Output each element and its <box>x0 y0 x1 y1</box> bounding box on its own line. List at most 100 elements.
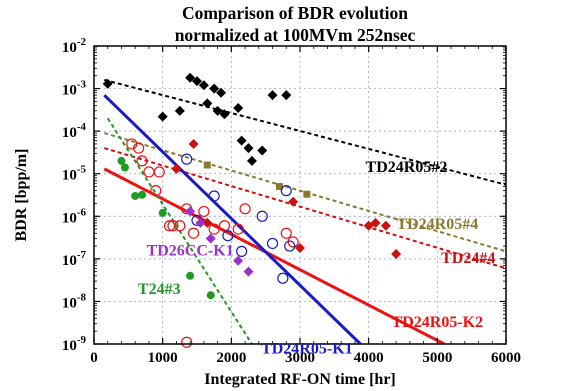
x-tick-label: 3000 <box>285 350 315 366</box>
point-t24-3 <box>158 208 167 217</box>
x-tick-label: 5000 <box>422 350 452 366</box>
point-td24-4 <box>202 217 213 228</box>
point-td24r05-k2 <box>150 185 162 197</box>
point-td24r05-2 <box>281 90 292 101</box>
point-t24-3 <box>120 163 129 172</box>
series-label-td24r05-k1: TD24R05-K1 <box>261 340 353 357</box>
point-td24r05-2 <box>216 87 227 98</box>
x-tick-label: 4000 <box>354 350 384 366</box>
point-td24r05-4 <box>303 190 311 198</box>
point-td24-4 <box>391 249 402 260</box>
point-td24r05-k1 <box>236 245 248 257</box>
point-td24r05-k2 <box>153 166 165 178</box>
chart-title-line-1: Comparison of BDR evolution <box>181 3 409 23</box>
point-td26cc-k1 <box>185 206 196 217</box>
y-tick-label: 10-8 <box>62 291 87 311</box>
point-td24r05-k2 <box>167 220 179 232</box>
point-td26cc-k1 <box>195 217 206 228</box>
point-t24-3 <box>206 291 215 300</box>
y-axis-label: BDR [bpp/m] <box>13 149 30 242</box>
axis-ticks: 0 1000 2000 3000 4000 5000 6000 10-9 10-8 10-7 10-… <box>62 36 521 366</box>
point-td24r05-2 <box>219 109 230 120</box>
point-td24r05-k2 <box>208 223 220 235</box>
point-td24r05-k1 <box>208 190 220 202</box>
point-td24-4 <box>171 163 182 174</box>
point-td24r05-k2 <box>174 220 186 232</box>
point-t24-3 <box>186 271 195 280</box>
point-td24r05-k1 <box>284 240 296 252</box>
point-td24r05-2 <box>102 78 113 89</box>
x-axis-label: Integrated RF-ON time [hr] <box>204 371 396 388</box>
point-t24-3 <box>131 191 140 200</box>
data-points <box>102 72 402 348</box>
point-td24r05-2 <box>257 145 268 156</box>
point-td24r05-2 <box>212 105 223 116</box>
x-tick-label: 6000 <box>491 350 521 366</box>
y-tick-label: 10-2 <box>62 36 87 56</box>
point-t24-3 <box>117 156 126 165</box>
series-label-t24-3: T24#3 <box>138 281 181 298</box>
point-td24r05-2 <box>236 135 247 146</box>
point-td24r05-k1 <box>256 210 268 222</box>
point-td24r05-2 <box>209 83 220 94</box>
x-tick-label: 0 <box>90 350 98 366</box>
point-td24r05-2 <box>202 98 213 109</box>
point-td24r05-2 <box>174 105 185 116</box>
point-td24r05-2 <box>192 76 202 87</box>
point-td24-4 <box>288 196 299 207</box>
point-td24r05-k2 <box>187 227 200 239</box>
series-label-td24-4: TD24#4 <box>441 250 495 267</box>
fit-line-td24r05-k2 <box>103 167 445 344</box>
point-td24r05-k2 <box>232 223 244 235</box>
point-td24r05-k2 <box>218 220 231 232</box>
point-td24r05-k1 <box>280 185 292 197</box>
point-td24r05-k2 <box>133 142 145 154</box>
point-td24r05-k2 <box>136 155 148 167</box>
point-t24-3 <box>138 190 147 199</box>
y-tick-label: 10-7 <box>62 249 87 269</box>
point-td24r05-2 <box>243 143 254 154</box>
series-label-td24r05-k2: TD24R05-K2 <box>392 314 484 331</box>
point-td24r05-k2 <box>239 203 251 215</box>
y-tick-label: 10-3 <box>62 79 87 99</box>
point-td24r05-2 <box>185 72 196 83</box>
point-td24r05-k1 <box>266 237 279 250</box>
y-tick-label: 10-4 <box>62 121 87 141</box>
x-tick-label: 1000 <box>148 350 178 366</box>
series-label-td26cc-k1: TD26CC-K1 <box>147 242 234 259</box>
point-td24r05-k2 <box>280 227 292 239</box>
point-td24r05-2 <box>246 155 257 166</box>
series-label-td24r05-2: TD24R05#2 <box>366 159 448 176</box>
point-td24r05-4 <box>203 161 211 169</box>
fit-line-td24r05-2 <box>104 78 506 186</box>
y-tick-label: 10-5 <box>62 164 87 184</box>
series-labels: TD24R05#2 TD24R05#4 TD24#4 TD24R05-K2 TD24R0… <box>138 159 495 357</box>
y-tick-label: 10-6 <box>62 206 87 226</box>
point-td24r05-k2 <box>198 205 210 218</box>
point-td24r05-2 <box>157 111 168 122</box>
point-td24r05-k2 <box>181 336 193 348</box>
series-label-td24r05-4: TD24R05#4 <box>396 216 478 233</box>
point-td24r05-2 <box>198 80 209 91</box>
point-td24-4 <box>295 242 305 253</box>
y-tick-label: 10-9 <box>62 334 87 354</box>
chart-title-line-2: normalized at 100MVm 252nsec <box>174 25 416 45</box>
point-td26cc-k1 <box>233 255 244 266</box>
point-td24r05-2 <box>233 102 244 113</box>
point-td24r05-2 <box>267 90 278 101</box>
point-td24r05-k1 <box>222 230 234 242</box>
point-td24r05-k1 <box>181 153 193 165</box>
point-td24r05-k2 <box>287 236 299 248</box>
point-td26cc-k1 <box>243 266 254 277</box>
x-tick-label: 2000 <box>216 350 246 366</box>
fit-line-td24r05-k1 <box>103 94 362 344</box>
point-td24r05-4 <box>275 183 283 191</box>
point-td24r05-k1 <box>277 272 289 284</box>
grid <box>94 46 506 344</box>
point-td24-4 <box>370 217 381 228</box>
point-td26cc-k1 <box>205 233 216 244</box>
point-td24r05-k2 <box>143 166 155 178</box>
point-td24-4 <box>380 220 391 231</box>
point-td24-4 <box>188 138 199 149</box>
